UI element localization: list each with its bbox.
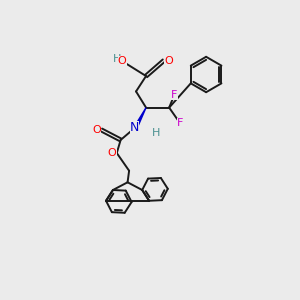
Text: N: N — [130, 121, 139, 134]
Text: H: H — [152, 128, 160, 138]
Text: O: O — [118, 56, 127, 66]
Text: F: F — [171, 89, 178, 100]
Text: O: O — [108, 148, 116, 158]
Text: O: O — [92, 125, 101, 135]
Text: H: H — [112, 54, 121, 64]
Text: F: F — [177, 118, 183, 128]
Text: O: O — [164, 56, 173, 66]
Polygon shape — [135, 108, 146, 127]
